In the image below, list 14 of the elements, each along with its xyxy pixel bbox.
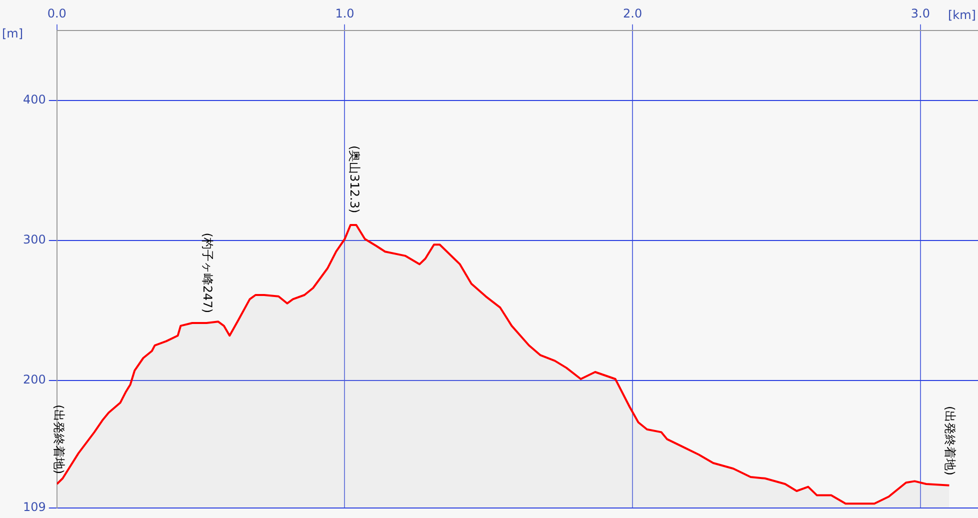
y-tick-label: 109	[23, 500, 46, 514]
x-tick-label: 3.0	[910, 6, 930, 20]
y-axis-title: [m]	[2, 26, 24, 41]
annotation: (杓子ヶ峰247)	[200, 232, 214, 314]
y-tick-label: 200	[23, 372, 46, 387]
x-tick-label: 2.0	[623, 6, 642, 20]
annotation: (出発終着地)	[52, 404, 66, 474]
x-tick-label: 1.0	[335, 6, 354, 20]
annotation: (奥山312.3)	[347, 145, 362, 214]
y-tick-label: 300	[23, 232, 46, 247]
x-tick-label: 0.0	[47, 6, 66, 20]
x-axis-title: [km]	[948, 8, 976, 22]
y-tick-label: 400	[23, 92, 46, 107]
annotation: (出発終着地)	[943, 406, 958, 476]
